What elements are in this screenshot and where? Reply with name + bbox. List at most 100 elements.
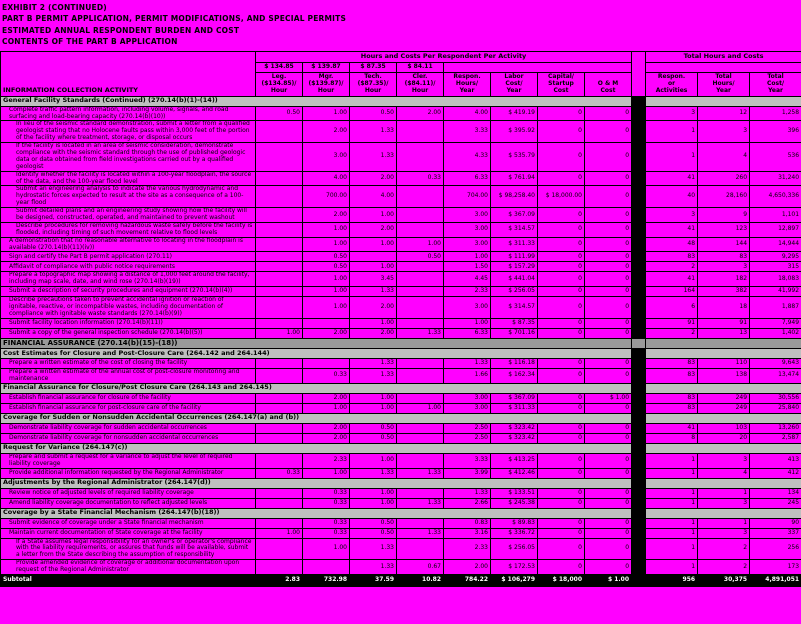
value-cell: 3 [697,497,751,509]
value-cell: $ 18,000 [537,573,585,587]
value-cell [255,120,303,144]
value-cell: 0.33 [302,497,350,509]
value-cell [255,497,303,509]
activity-label: If a State assumes legal responsibility … [0,537,256,561]
value-cell: 1.00 [443,251,491,263]
value-cell: 249 [697,392,751,404]
value-cell: 30,375 [697,573,751,587]
value-cell: 1.00 [349,207,397,223]
value-cell: 9,643 [749,357,801,369]
value-cell: $ 367.09 [490,392,538,404]
value-cell [396,357,444,369]
value-cell [396,432,444,444]
value-cell: 1.00 [396,402,444,414]
value-cell: 1.50 [443,261,491,273]
value-cell: 9 [697,207,751,223]
activity-label: Amend liability coverage documentation t… [0,497,256,509]
activity-label: Submit facility location information (27… [0,317,256,329]
value-cell: 6 [645,296,699,319]
section-label: FINANCIAL ASSURANCE (270.14(b)(15)-(18)) [0,337,633,349]
section-label: Financial Assurance for Closure/Post Clo… [0,382,633,394]
group-divider [631,367,647,384]
value-cell: 0 [537,221,585,238]
value-cell: 110 [697,357,751,369]
value-cell: $ 314.57 [490,296,538,319]
value-cell: 2.00 [302,327,350,339]
value-cell: 3.00 [443,402,491,414]
activity-label: Complete traffic pattern information, in… [0,105,256,122]
table-row: Describe precautions taken to prevent ac… [0,296,801,319]
activity-label: Prepare and submit a request for a varia… [0,452,256,469]
table-row: Submit evidence of coverage under a Stat… [0,517,801,529]
value-cell: 1.00 [443,317,491,329]
value-cell [255,185,303,209]
table-row: Establish financial assurance for closur… [0,392,801,404]
activity-label: Prepare a topographic map showing a dist… [0,271,256,288]
value-cell: 0 [537,317,585,329]
value-cell [255,487,303,499]
value-cell: 0 [583,271,633,288]
activity-label: Provide amended evidence of coverage or … [0,559,256,575]
section-row: Coverage by a State Financial Mechanism … [0,507,801,519]
value-cell: 83 [645,392,699,404]
value-cell: 0.33 [302,527,350,539]
value-cell: 1.33 [443,487,491,499]
group-divider [631,477,647,489]
value-cell: 0 [537,296,585,319]
value-cell [255,261,303,273]
value-cell: 1.00 [302,296,350,319]
value-cell: 0.33 [302,487,350,499]
value-cell: 0.50 [302,251,350,263]
value-cell: 2.33 [443,286,491,298]
value-cell: 4.00 [443,105,491,122]
value-cell: 2.00 [349,296,397,319]
value-cell: 0 [537,251,585,263]
value-cell: 3 [645,105,699,122]
value-cell: 10.82 [396,573,444,587]
value-cell: 3 [697,261,751,273]
value-cell: 2.66 [443,497,491,509]
value-cell: 3.16 [443,527,491,539]
activity-label: Review notice of adjusted levels of requ… [0,487,256,499]
rate-empty-totals [645,62,801,73]
value-cell: 0 [537,207,585,223]
title-line-part-b: PART B PERMIT APPLICATION, PERMIT MODIFI… [2,14,347,24]
value-cell [396,317,444,329]
value-cell: 0 [583,170,633,187]
col-clerical: Cler. ($84.11)/ Hour [396,72,444,97]
group-divider [631,527,647,539]
group-divider [631,95,647,107]
value-cell [302,357,350,369]
value-cell: 2.00 [302,422,350,434]
value-cell: $ 419.19 [490,105,538,122]
value-cell: 337 [749,527,801,539]
value-cell [396,120,444,144]
group-divider [631,327,647,339]
title-block: EXHIBIT 2 (CONTINUED) PART B PERMIT APPL… [0,0,801,47]
value-cell: 83 [645,367,699,384]
section-fill [645,477,801,489]
value-cell: 13,474 [749,367,801,384]
col-om-cost: O & M Cost [583,72,633,97]
value-cell: 0 [583,221,633,238]
value-cell: 0 [537,432,585,444]
value-cell: 7,949 [749,317,801,329]
value-cell: 0 [537,497,585,509]
value-cell [255,271,303,288]
activity-label: Affidavit of compliance with public noti… [0,261,256,273]
title-line-exhibit: EXHIBIT 2 (CONTINUED) [2,3,107,12]
value-cell: 6.33 [443,170,491,187]
section-row: FINANCIAL ASSURANCE (270.14(b)(15)-(18)) [0,337,801,349]
value-cell: 1 [645,142,699,172]
value-cell: 2 [645,327,699,339]
value-cell: 0 [583,432,633,444]
value-cell [255,251,303,263]
value-cell: 413 [749,452,801,469]
value-cell: 1.00 [302,221,350,238]
value-cell: 0 [537,392,585,404]
value-cell: 83 [645,251,699,263]
value-cell [255,367,303,384]
value-cell: 0 [537,537,585,561]
activity-label: Submit a description of security procedu… [0,286,256,298]
value-cell: 1.00 [349,452,397,469]
